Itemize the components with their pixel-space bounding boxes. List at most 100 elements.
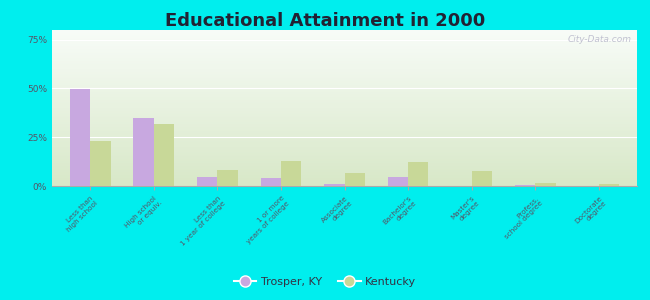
Bar	[52, 110, 637, 111]
Bar	[52, 41, 637, 43]
Bar	[133, 118, 154, 186]
Bar	[52, 78, 637, 80]
Bar	[217, 170, 238, 186]
Bar	[52, 92, 637, 94]
Bar	[52, 100, 637, 102]
Bar	[52, 147, 637, 148]
Bar	[52, 30, 637, 31]
Bar	[52, 130, 637, 131]
Bar	[52, 161, 637, 163]
Bar	[52, 46, 637, 47]
Bar	[52, 125, 637, 127]
Bar	[52, 144, 637, 146]
Bar	[52, 146, 637, 147]
Bar	[324, 184, 345, 186]
Bar	[52, 49, 637, 50]
Bar	[52, 64, 637, 66]
Bar	[52, 131, 637, 133]
Bar	[52, 72, 637, 74]
Bar	[52, 184, 637, 186]
Bar	[52, 116, 637, 117]
Bar	[52, 167, 637, 169]
Bar	[52, 105, 637, 106]
Bar	[388, 177, 408, 186]
Bar	[52, 103, 637, 105]
Bar	[52, 155, 637, 156]
Bar	[52, 53, 637, 55]
Bar	[52, 61, 637, 63]
Bar	[52, 52, 637, 53]
Bar	[52, 113, 637, 114]
Bar	[52, 44, 637, 46]
Bar	[52, 91, 637, 92]
Bar	[52, 181, 637, 183]
Bar	[52, 175, 637, 177]
Bar	[52, 138, 637, 139]
Bar	[52, 60, 637, 61]
Bar	[515, 185, 535, 186]
Bar	[52, 173, 637, 175]
Bar	[52, 152, 637, 153]
Bar	[52, 74, 637, 75]
Bar	[52, 32, 637, 33]
Bar	[52, 114, 637, 116]
Bar	[52, 128, 637, 130]
Bar	[52, 180, 637, 181]
Bar	[52, 177, 637, 178]
Bar	[52, 178, 637, 180]
Bar	[52, 172, 637, 173]
Bar	[52, 55, 637, 56]
Bar	[52, 68, 637, 69]
Bar	[261, 178, 281, 186]
Bar	[52, 80, 637, 82]
Bar	[52, 36, 637, 38]
Bar	[52, 139, 637, 141]
Bar	[52, 150, 637, 152]
Bar	[52, 102, 637, 103]
Bar	[52, 66, 637, 68]
Bar	[197, 177, 217, 186]
Bar	[52, 133, 637, 134]
Bar	[52, 160, 637, 161]
Bar	[52, 158, 637, 160]
Text: Educational Attainment in 2000: Educational Attainment in 2000	[165, 12, 485, 30]
Bar	[52, 124, 637, 125]
Bar	[52, 136, 637, 138]
Bar	[52, 70, 637, 72]
Bar	[52, 63, 637, 64]
Bar	[52, 85, 637, 86]
Bar	[52, 134, 637, 136]
Bar	[52, 153, 637, 155]
Bar	[52, 35, 637, 36]
Bar	[52, 119, 637, 121]
Bar	[52, 141, 637, 142]
Bar	[52, 38, 637, 39]
Bar	[52, 58, 637, 60]
Bar	[599, 184, 619, 186]
Bar	[52, 95, 637, 97]
Bar	[52, 86, 637, 88]
Legend: Trosper, KY, Kentucky: Trosper, KY, Kentucky	[229, 273, 421, 291]
Bar	[52, 94, 637, 95]
Bar	[52, 89, 637, 91]
Bar	[52, 164, 637, 166]
Bar	[52, 99, 637, 100]
Bar	[281, 161, 301, 186]
Bar	[52, 77, 637, 78]
Bar	[154, 124, 174, 186]
Bar	[472, 171, 492, 186]
Bar	[52, 43, 637, 44]
Bar	[52, 121, 637, 122]
Bar	[90, 141, 110, 186]
Bar	[52, 163, 637, 164]
Bar	[408, 162, 428, 186]
Bar	[52, 122, 637, 124]
Bar	[52, 82, 637, 83]
Bar	[52, 56, 637, 58]
Bar	[52, 127, 637, 128]
Bar	[52, 142, 637, 144]
Bar	[52, 169, 637, 170]
Bar	[52, 106, 637, 108]
Bar	[344, 173, 365, 186]
Bar	[52, 33, 637, 35]
